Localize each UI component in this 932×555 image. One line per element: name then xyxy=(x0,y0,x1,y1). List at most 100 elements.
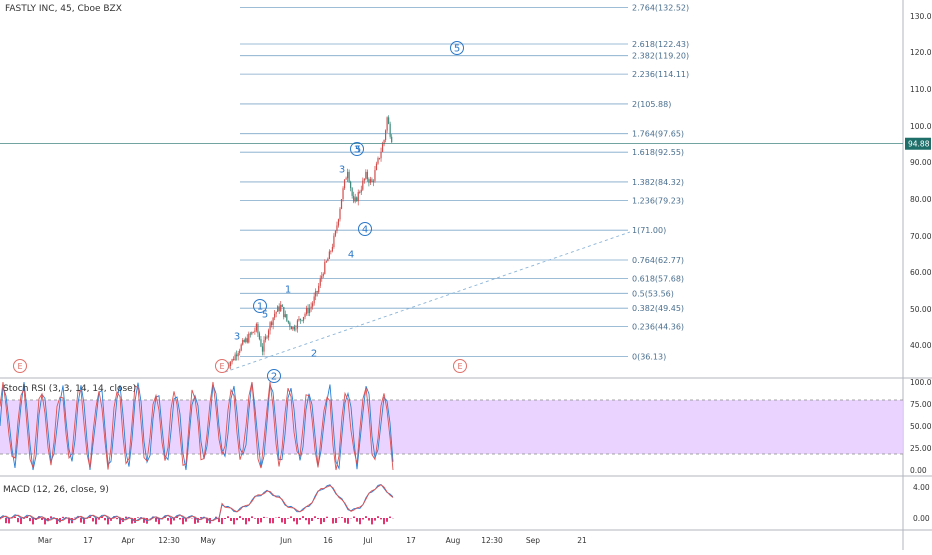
price-tick-label: 80.00 xyxy=(910,195,932,204)
candle-body xyxy=(257,323,259,334)
time-tick-label: Aug xyxy=(446,536,461,545)
candle-body xyxy=(331,246,333,252)
candle-body xyxy=(327,258,329,262)
candle-body xyxy=(345,178,347,180)
candle-body xyxy=(248,333,250,343)
candle-body xyxy=(365,171,367,179)
candle-body xyxy=(304,313,306,317)
time-tick-label: Jun xyxy=(279,536,292,545)
candle-body xyxy=(278,306,280,312)
macd-label[interactable]: MACD (12, 26, close, 9) xyxy=(3,485,109,495)
candle-body xyxy=(231,359,233,363)
fib-level-label: 2(105.88) xyxy=(632,100,671,109)
price-axis[interactable]: 130.00 120.00 110.00 100.00 90.00 80.00 70.00 6… xyxy=(910,12,932,350)
earnings-marker-icon xyxy=(453,359,467,373)
candle-body xyxy=(299,318,302,321)
wave-label: 3 xyxy=(234,332,240,343)
candle-body xyxy=(267,330,270,338)
wave-label-circle xyxy=(350,142,364,156)
fib-level-label: 1.618(92.55) xyxy=(632,148,684,157)
candle-body xyxy=(296,320,299,329)
candle-body xyxy=(362,180,364,190)
candle-body xyxy=(324,262,326,274)
rsi-tick-label: 0.00 xyxy=(910,466,927,475)
price-tick-label: 70.00 xyxy=(910,232,932,241)
candle-body xyxy=(233,359,235,361)
candle-body xyxy=(359,192,361,193)
candle-body xyxy=(328,251,330,259)
candle-body xyxy=(292,326,294,330)
rsi-tick-label: 100.00 xyxy=(910,378,932,387)
wave-label-circle xyxy=(450,41,464,55)
candle-body xyxy=(380,151,382,159)
time-tick-label: 17 xyxy=(406,536,416,545)
earnings-marker-label: E xyxy=(219,362,224,371)
fib-level-label: 2.618(122.43) xyxy=(632,40,689,49)
current-price-badge-text: 94.88 xyxy=(908,140,930,149)
stoch-rsi-label[interactable]: Stoch RSI (3, 3, 14, 14, close) xyxy=(3,384,137,394)
time-tick-label: 21 xyxy=(577,536,587,545)
candle-body xyxy=(330,251,332,252)
price-tick-label: 130.00 xyxy=(910,12,932,21)
candle-body xyxy=(280,304,282,312)
candle-body xyxy=(371,179,373,183)
candle-body xyxy=(284,314,286,318)
candle-body xyxy=(351,188,353,196)
wave-label: 5 xyxy=(262,310,268,321)
time-axis[interactable]: Mar 17 Apr 12:30 May Jun 16 Jul 17 Aug 12:30 Sep 21 xyxy=(38,536,587,545)
candle-body xyxy=(287,320,289,323)
current-price-badge: 94.88 xyxy=(905,137,931,150)
candle-body xyxy=(333,235,335,247)
candle-body xyxy=(269,322,271,331)
trendline xyxy=(224,231,631,373)
fib-level-label: 0.236(44.36) xyxy=(632,323,684,332)
fib-level-label: 2.236(114.11) xyxy=(632,70,689,79)
price-tick-label: 100.00 xyxy=(910,122,932,131)
candle-body xyxy=(378,158,381,159)
fib-level-label: 0.382(49.45) xyxy=(632,304,684,313)
candle-body xyxy=(336,225,338,231)
wave-label: 2 xyxy=(311,349,317,360)
time-tick-label: Jul xyxy=(362,536,372,545)
candle-body xyxy=(281,304,283,307)
candle-body xyxy=(249,333,251,335)
macd-tick-label: 4.00 xyxy=(913,483,930,492)
candle-body xyxy=(353,195,355,202)
candle-body xyxy=(246,338,248,343)
candle-body xyxy=(356,197,358,202)
candle-body xyxy=(252,331,254,333)
candle-body xyxy=(236,354,238,357)
time-tick-label: Mar xyxy=(38,536,53,545)
candle-body xyxy=(293,326,295,330)
candle-body xyxy=(375,163,378,171)
candle-body xyxy=(340,199,343,209)
candle-body xyxy=(261,346,264,352)
candle-body xyxy=(229,362,232,366)
symbol-title[interactable]: FASTLY INC, 45, Cboe BZX xyxy=(5,4,122,14)
time-tick-label: 12:30 xyxy=(481,536,503,545)
fib-level-label: 0.5(53.56) xyxy=(632,289,674,298)
price-tick-label: 90.00 xyxy=(910,158,932,167)
candle-body xyxy=(309,308,311,314)
candle-body xyxy=(313,296,315,304)
candle-body xyxy=(343,179,346,189)
rsi-axis[interactable]: 100.00 75.00 50.00 25.00 0.00 xyxy=(910,378,932,475)
time-tick-label: 17 xyxy=(83,536,93,545)
price-tick-label: 40.00 xyxy=(910,341,932,350)
candle-body xyxy=(350,181,352,189)
fib-level-label: 0(36.13) xyxy=(632,352,666,361)
candle-body xyxy=(295,328,297,330)
macd-axis[interactable]: 4.00 0.00 xyxy=(913,483,930,523)
fib-level-label: 0.618(57.68) xyxy=(632,274,684,283)
candle-body xyxy=(369,179,371,183)
candle-body xyxy=(290,326,292,330)
candle-body xyxy=(357,192,359,202)
candle-body xyxy=(307,308,309,314)
candle-body xyxy=(347,171,349,179)
stoch-rsi-lines xyxy=(0,381,394,471)
wave-label: 2 xyxy=(271,372,277,383)
